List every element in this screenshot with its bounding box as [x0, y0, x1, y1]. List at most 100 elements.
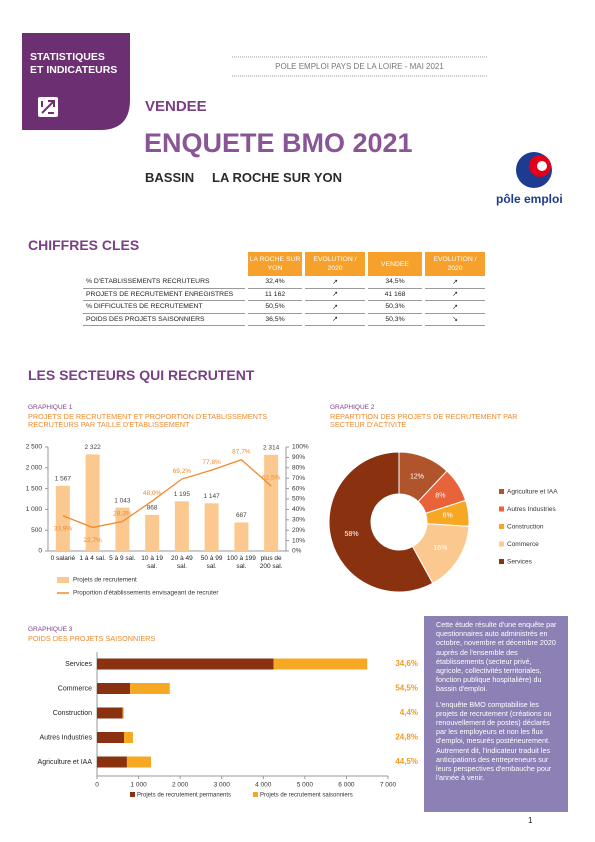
legend-swatch	[499, 489, 504, 494]
y2-tick-label: 100%	[292, 444, 309, 451]
bar-segment	[97, 732, 125, 743]
bar	[145, 514, 160, 551]
cell: ↗	[305, 289, 365, 301]
legend-swatch	[499, 541, 504, 547]
bar-label: 1 043	[114, 497, 131, 504]
line-label: 33,9%	[54, 525, 73, 532]
y2-tick-label: 40%	[292, 506, 305, 513]
y2-tick-label: 60%	[292, 485, 305, 492]
share-label: 24,8%	[395, 733, 418, 742]
legend-swatch	[130, 792, 135, 797]
x-tick-label: 50 à 99 sal.	[200, 555, 223, 570]
page-number: 1	[528, 816, 533, 825]
cell: 34,5%	[368, 276, 422, 289]
y2-tick-label: 90%	[292, 454, 305, 461]
slice-label: 58%	[345, 531, 359, 538]
paragraph: Cette étude résulte d'une enquête par qu…	[436, 620, 557, 694]
bar	[174, 501, 189, 551]
bar-label: 1 567	[55, 476, 72, 483]
bar-segment	[122, 707, 124, 719]
y2-tick-label: 70%	[292, 475, 305, 482]
x-tick-label: 3 000	[214, 782, 231, 789]
line-label: 87,7%	[232, 449, 251, 456]
row-label: PROJETS DE RECRUTEMENT ENREGISTRES	[83, 289, 245, 301]
bar-segment	[97, 658, 274, 670]
chart-title: PROJETS DE RECRUTEMENT ET PROPORTION D'E…	[28, 412, 268, 430]
bar-label: 1 195	[174, 491, 191, 498]
slice-label: 12%	[410, 473, 424, 480]
legend-swatch	[499, 524, 504, 529]
chart-label: GRAPHIQUE 2	[330, 404, 375, 411]
legend-swatch	[57, 577, 69, 583]
legend-swatch	[253, 792, 258, 797]
legend-swatch	[499, 506, 504, 512]
share-label: 34,6%	[395, 659, 418, 668]
legend-label: Services	[507, 559, 533, 566]
x-tick-label: 1 à 4 sal.	[79, 555, 106, 562]
cell: ↗	[425, 301, 485, 314]
slice-label: 16%	[433, 545, 447, 552]
paragraph: L'enquête BMO comptabilise les projets d…	[436, 699, 552, 783]
legend-label: Autres Industries	[507, 506, 557, 513]
badge-text: STATISTIQUES ET INDICATEURS	[30, 51, 117, 77]
chart-title: REPARTITION DES PROJETS DE RECRUTEMENT P…	[330, 412, 518, 430]
y-tick-label: 500	[31, 527, 42, 534]
bar-segment	[97, 707, 123, 719]
slice	[328, 451, 434, 593]
cell: ↗	[425, 289, 485, 301]
bar-segment	[273, 658, 368, 670]
cell: ↗	[425, 276, 485, 289]
y2-tick-label: 80%	[292, 465, 305, 472]
x-tick-label: 0	[95, 782, 99, 789]
y-tick-label: Autres Industries	[39, 734, 92, 741]
text-box: Cette étude résulte d'une enquête par qu…	[424, 616, 568, 812]
region: VENDEE	[145, 98, 207, 115]
chart-label: GRAPHIQUE 3	[28, 626, 73, 633]
cell: 11 162	[248, 289, 302, 301]
slice-label: 6%	[443, 513, 453, 520]
x-tick-label: 7 000	[380, 782, 397, 789]
chart-title: POIDS DES PROJETS SAISONNIERS	[28, 634, 156, 643]
y-tick-label: 2 000	[26, 465, 43, 472]
column-header: EVOLUTION / 2020	[305, 252, 365, 276]
legend-label: Proportion d'établissements envisageant …	[73, 590, 218, 597]
legend-label: Agriculture et IAA	[507, 489, 558, 496]
cell: 50,3%	[368, 314, 422, 326]
x-tick-label: 4 000	[255, 782, 272, 789]
column-header: LA ROCHE SUR YON	[248, 252, 302, 276]
y-tick-label: Commerce	[58, 685, 92, 692]
bar	[234, 522, 249, 551]
badge-line: STATISTIQUES	[30, 51, 105, 63]
legend-label: Projets de recrutement	[73, 577, 137, 584]
chart-label: GRAPHIQUE 1	[28, 404, 73, 411]
legend-label: Construction	[507, 524, 544, 531]
x-tick-label: 100 à 199 sal.	[226, 555, 256, 570]
bar-label: 1 147	[203, 493, 220, 500]
y-tick-label: Construction	[53, 710, 92, 717]
legend-label: Projets de recrutement saisonniers	[260, 793, 353, 799]
y-tick-label: 0	[38, 548, 42, 555]
legend-label: Commerce	[507, 541, 539, 548]
cell: ↗	[305, 276, 365, 289]
bar-label: 2 314	[263, 444, 280, 451]
cell: 32,4%	[248, 276, 302, 289]
cell: 36,5%	[248, 314, 302, 326]
basin-label: BASSIN	[145, 170, 195, 185]
x-tick-label: plus de 200 sal.	[259, 555, 283, 570]
cell: 50,5%	[248, 301, 302, 314]
share-label: 54,5%	[395, 684, 418, 693]
y2-tick-label: 50%	[292, 496, 305, 503]
line-label: 48,0%	[143, 490, 162, 497]
line-label: 62,5%	[262, 475, 281, 482]
basin: LA ROCHE SUR YON	[212, 170, 343, 185]
legend-swatch	[499, 559, 504, 564]
row-label: % D'ETABLISSEMENTS RECRUTEURS	[83, 276, 245, 289]
y2-tick-label: 10%	[292, 537, 305, 544]
bar	[55, 485, 70, 551]
y2-tick-label: 30%	[292, 517, 305, 524]
bar-label: 2 322	[84, 444, 101, 451]
bar-segment	[126, 756, 152, 768]
x-tick-label: 0 salarié	[50, 555, 76, 562]
x-tick-label: 1 000	[130, 782, 147, 789]
